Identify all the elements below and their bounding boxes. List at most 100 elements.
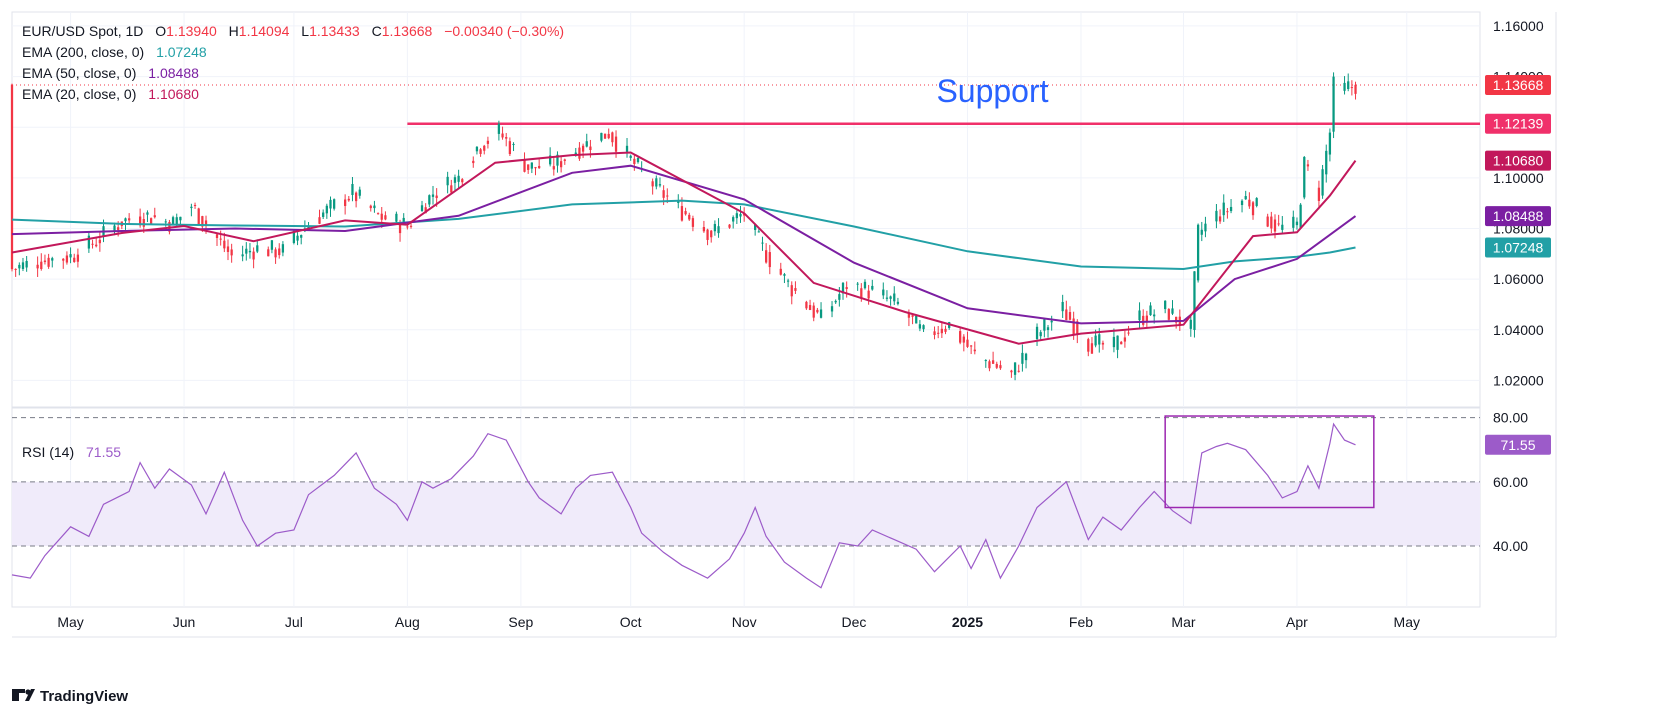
candle-body <box>1215 210 1218 222</box>
rsi-tick-label: 40.00 <box>1493 538 1528 554</box>
candle-body <box>735 213 738 219</box>
candle-body <box>380 213 383 220</box>
price-axis-tag[interactable]: 1.12139 <box>1485 113 1551 134</box>
candle-body <box>585 141 588 147</box>
candle-body <box>1218 216 1222 222</box>
candle-body <box>1065 309 1068 321</box>
price-axis-tag-text: 1.07248 <box>1493 240 1544 256</box>
price-axis-tag[interactable]: 1.13668 <box>1485 74 1551 95</box>
candle-body <box>95 244 98 247</box>
candle-body <box>450 185 453 193</box>
rsi-highlight-box[interactable] <box>1164 415 1375 509</box>
candle-body <box>937 332 940 334</box>
ema20-value: 1.10680 <box>148 86 199 102</box>
candle-body <box>384 215 387 220</box>
rsi-axis-tag-bg <box>1485 434 1551 455</box>
candle-body <box>973 349 976 352</box>
candle-body <box>1138 310 1141 321</box>
candle-body <box>281 244 285 253</box>
candle-body <box>563 159 566 161</box>
candle-body <box>1266 216 1269 227</box>
candle-body <box>1321 169 1324 196</box>
ema50-line[interactable] <box>11 164 1357 325</box>
candle-body <box>688 214 691 220</box>
price-axis-tag-bg <box>1485 206 1551 227</box>
candle-body <box>14 268 17 270</box>
price-axis[interactable]: 1.160001.140001.120001.100001.080001.060… <box>1485 18 1551 554</box>
rsi-tick-label: 80.00 <box>1493 410 1528 426</box>
candle-body <box>1175 316 1178 323</box>
support-annotation[interactable]: Support <box>936 73 1048 109</box>
candle-body <box>893 293 896 302</box>
candle-body <box>922 325 925 330</box>
candle-body <box>300 235 303 238</box>
candle-body <box>226 246 230 252</box>
candle-body <box>896 301 900 304</box>
candle-body <box>65 255 69 263</box>
candle-body <box>1145 315 1148 323</box>
candle-body <box>292 230 296 243</box>
rsi-axis-tag[interactable]: 71.55 <box>1485 434 1551 455</box>
candle-body <box>1306 164 1310 167</box>
date-axis[interactable]: May Jun Jul Aug Sep Oct Nov Dec 2025 Feb Mar Apr May <box>57 614 1420 630</box>
ema50-value: 1.08488 <box>148 65 199 81</box>
rsi-line[interactable] <box>11 422 1356 589</box>
candle-body <box>402 217 405 223</box>
candle-body <box>1123 337 1127 342</box>
candle-body <box>611 132 614 143</box>
candle-body <box>1277 223 1280 225</box>
candle-body <box>113 225 116 232</box>
candle-body <box>882 289 885 296</box>
candle-body <box>959 331 962 343</box>
candle-body <box>18 264 21 269</box>
candle-body <box>991 360 995 364</box>
candle-body <box>453 177 457 183</box>
candle-body <box>190 206 193 209</box>
candle-body <box>395 213 398 222</box>
candle-body <box>1193 271 1196 330</box>
candle-body <box>581 145 585 152</box>
candle-body <box>193 204 197 206</box>
tradingview-logo[interactable]: TradingView <box>12 688 128 705</box>
price-axis-tag[interactable]: 1.10680 <box>1485 150 1551 171</box>
rsi-line-layer <box>11 415 1375 589</box>
candle-body <box>10 84 14 270</box>
candle-body <box>625 145 629 152</box>
candle-body <box>970 345 973 347</box>
candle-body <box>215 234 219 239</box>
candle-body <box>241 254 244 257</box>
price-axis-tag-bg <box>1485 113 1551 134</box>
ema200-line[interactable] <box>11 199 1356 271</box>
price-axis-tag-text: 1.08488 <box>1493 208 1544 224</box>
symbol-label: EUR/USD Spot, 1D <box>22 23 143 39</box>
candle-body <box>1343 82 1346 91</box>
candle-body <box>1142 315 1145 325</box>
candle-body <box>1350 87 1354 89</box>
candle-body <box>655 178 658 187</box>
candle-body <box>1076 321 1079 336</box>
candle-body <box>658 184 662 186</box>
legend-ema50: EMA (50, close, 0) 1.08488 <box>22 65 199 81</box>
candle-body <box>1090 343 1094 354</box>
candle-body <box>1354 84 1357 94</box>
price-axis-tag[interactable]: 1.07248 <box>1485 237 1551 258</box>
support-line-layer <box>12 84 1480 125</box>
candle-body <box>1171 308 1174 314</box>
candle-body <box>764 250 768 263</box>
candle-body <box>988 361 991 369</box>
candle-body <box>1072 318 1075 335</box>
rsi-value: 71.55 <box>86 444 121 460</box>
candle-body <box>153 215 156 218</box>
candle-body <box>1035 326 1039 339</box>
candle-body <box>124 218 127 222</box>
candle-body <box>164 221 167 223</box>
candle-body <box>270 240 274 250</box>
ohlc-open-value: 1.13940 <box>166 23 217 39</box>
candle-body <box>219 238 222 240</box>
ema20-line[interactable] <box>11 151 1357 345</box>
candle-body <box>1120 341 1123 345</box>
candle-body <box>786 280 790 282</box>
price-axis-tag[interactable]: 1.08488 <box>1485 206 1551 227</box>
date-tick-label: 2025 <box>952 614 983 630</box>
